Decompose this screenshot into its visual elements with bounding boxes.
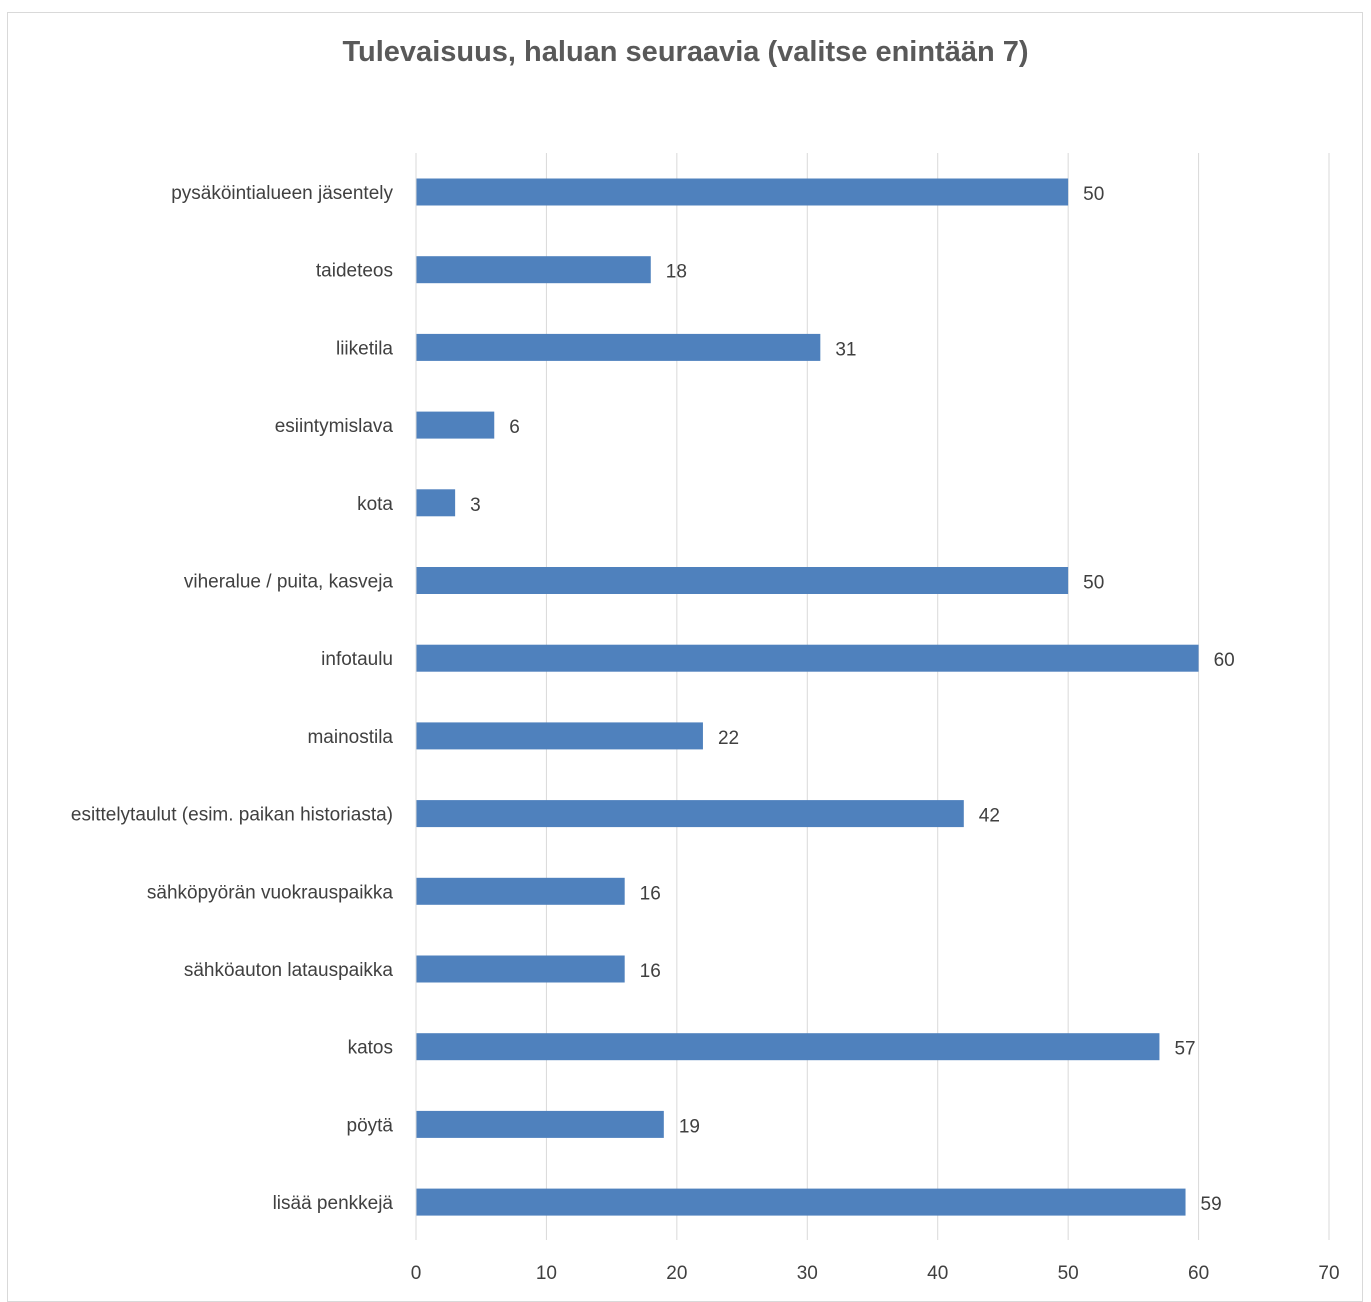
category-label: esittelytaulut (esim. paikan historiasta… bbox=[71, 805, 393, 826]
x-tick-label: 50 bbox=[1058, 1263, 1079, 1284]
data-label: 18 bbox=[666, 262, 687, 283]
x-tick-label: 60 bbox=[1188, 1263, 1209, 1284]
data-label: 6 bbox=[509, 417, 520, 438]
bar bbox=[416, 1110, 664, 1138]
data-label: 16 bbox=[640, 961, 661, 982]
x-tick-label: 10 bbox=[536, 1263, 557, 1284]
x-tick-label: 40 bbox=[927, 1263, 948, 1284]
category-label: pöytä bbox=[347, 1115, 394, 1136]
bar bbox=[416, 877, 625, 905]
data-label: 31 bbox=[835, 339, 856, 360]
category-label: viheralue / puita, kasveja bbox=[184, 572, 394, 593]
bar bbox=[416, 178, 1069, 206]
bar bbox=[416, 955, 625, 983]
category-label: sähköpyörän vuokrauspaikka bbox=[147, 882, 394, 903]
data-label: 50 bbox=[1083, 573, 1104, 594]
category-label: taideteos bbox=[316, 261, 393, 282]
bar bbox=[416, 1188, 1186, 1216]
data-label: 16 bbox=[640, 883, 661, 904]
bar bbox=[416, 1033, 1160, 1061]
category-label: kota bbox=[357, 494, 393, 515]
x-tick-label: 0 bbox=[411, 1263, 422, 1284]
category-label: infotaulu bbox=[321, 649, 393, 670]
data-label: 42 bbox=[979, 806, 1000, 827]
bar bbox=[416, 567, 1069, 594]
data-label: 19 bbox=[679, 1116, 700, 1137]
data-label: 50 bbox=[1083, 184, 1104, 205]
chart-title: Tulevaisuus, haluan seuraavia (valitse e… bbox=[342, 36, 1029, 68]
category-label: lisää penkkejä bbox=[273, 1193, 394, 1214]
category-label: pysäköintialueen jäsentely bbox=[171, 183, 393, 204]
category-label: liiketila bbox=[336, 338, 393, 359]
bar bbox=[416, 256, 651, 284]
category-label: sähköauton latauspaikka bbox=[184, 960, 394, 981]
bar bbox=[416, 644, 1199, 672]
data-label: 57 bbox=[1174, 1039, 1195, 1060]
data-label: 22 bbox=[718, 728, 739, 749]
data-label: 3 bbox=[470, 495, 481, 516]
x-tick-label: 70 bbox=[1318, 1263, 1339, 1284]
category-label: esiintymislava bbox=[275, 416, 394, 437]
data-label: 60 bbox=[1214, 650, 1235, 671]
bar bbox=[416, 333, 821, 361]
bar bbox=[416, 411, 495, 439]
x-tick-label: 30 bbox=[797, 1263, 818, 1284]
category-label: katos bbox=[348, 1038, 393, 1059]
data-label: 59 bbox=[1201, 1194, 1222, 1215]
bar bbox=[416, 722, 703, 750]
x-tick-label: 20 bbox=[666, 1263, 687, 1284]
bar bbox=[416, 800, 964, 828]
bar bbox=[416, 489, 456, 517]
category-label: mainostila bbox=[307, 727, 393, 748]
